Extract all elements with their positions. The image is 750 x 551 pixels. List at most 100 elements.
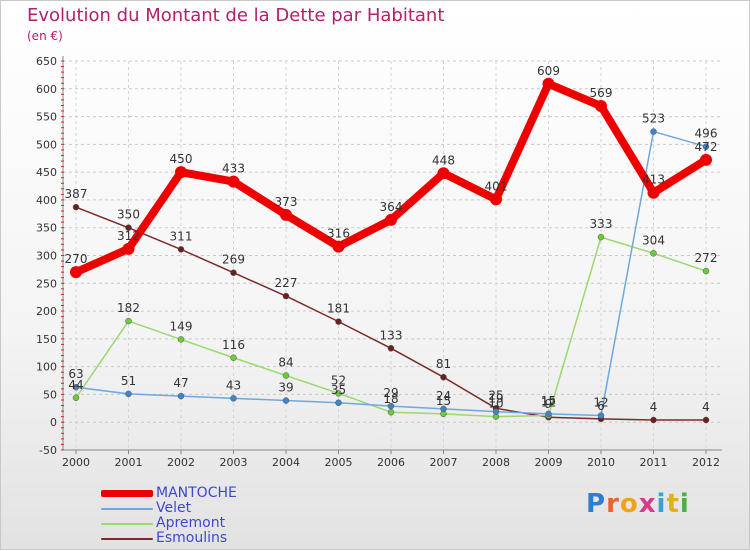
data-label: 52 bbox=[331, 373, 346, 387]
data-label: 450 bbox=[170, 152, 193, 166]
data-point bbox=[72, 203, 80, 211]
data-point bbox=[387, 402, 395, 410]
data-label: 84 bbox=[278, 356, 293, 370]
data-label: 433 bbox=[222, 162, 245, 176]
data-label: 133 bbox=[380, 328, 403, 342]
data-point bbox=[230, 395, 237, 402]
data-point bbox=[70, 266, 82, 279]
x-tick-label: 2005 bbox=[325, 456, 353, 469]
x-tick-label: 2012 bbox=[692, 456, 720, 469]
data-label: 304 bbox=[642, 233, 665, 247]
legend-item-mantoche: MANTOCHE bbox=[101, 486, 301, 501]
data-label: 25 bbox=[488, 388, 503, 402]
data-label: 18 bbox=[383, 392, 398, 406]
data-point bbox=[702, 416, 710, 424]
y-tick-label: 500 bbox=[36, 138, 57, 151]
data-label: 182 bbox=[117, 301, 140, 315]
data-point bbox=[650, 128, 657, 135]
data-label: 401 bbox=[485, 179, 508, 193]
data-point bbox=[545, 410, 552, 418]
data-point bbox=[280, 208, 292, 221]
data-point bbox=[335, 399, 342, 407]
data-label: 81 bbox=[436, 357, 451, 371]
data-point bbox=[175, 166, 187, 179]
data-point bbox=[595, 100, 607, 113]
y-tick-label: 150 bbox=[36, 333, 57, 346]
logo-letter: o bbox=[619, 489, 639, 519]
legend-label: Esmoulins bbox=[156, 530, 228, 546]
legend-swatch bbox=[101, 538, 153, 540]
legend-item-apremont: Apremont bbox=[101, 516, 301, 531]
data-label: 350 bbox=[117, 208, 140, 222]
x-tick-label: 2003 bbox=[220, 456, 248, 469]
y-tick-label: 200 bbox=[36, 305, 57, 318]
data-label: 39 bbox=[278, 381, 293, 395]
data-label: 12 bbox=[541, 396, 556, 410]
data-point bbox=[492, 408, 500, 415]
data-label: 181 bbox=[327, 302, 350, 316]
data-label: 35 bbox=[331, 383, 346, 397]
data-point bbox=[230, 354, 237, 362]
data-point bbox=[230, 269, 237, 276]
legend-label: MANTOCHE bbox=[156, 485, 237, 501]
data-label: 51 bbox=[121, 374, 136, 388]
data-point bbox=[125, 224, 132, 231]
data-label: 19 bbox=[488, 392, 503, 406]
data-point bbox=[387, 408, 395, 416]
data-point bbox=[335, 318, 342, 325]
data-label: 4 bbox=[650, 400, 658, 414]
data-label: 149 bbox=[170, 319, 193, 333]
x-tick-label: 2011 bbox=[640, 456, 668, 469]
logo-letter: x bbox=[638, 489, 657, 519]
legend-swatch bbox=[101, 490, 153, 497]
data-label: 12 bbox=[593, 396, 608, 410]
data-point bbox=[125, 390, 132, 398]
logo-letter: r bbox=[606, 489, 620, 519]
data-label: 312 bbox=[117, 229, 140, 243]
data-point bbox=[440, 373, 447, 381]
data-label: 413 bbox=[642, 173, 665, 187]
data-point bbox=[72, 394, 80, 402]
data-label: 47 bbox=[173, 376, 188, 390]
data-point bbox=[125, 317, 132, 325]
x-tick-label: 2000 bbox=[62, 456, 90, 469]
data-label: 496 bbox=[695, 127, 718, 141]
data-point bbox=[335, 390, 342, 397]
data-point bbox=[122, 242, 135, 255]
data-point bbox=[177, 246, 185, 253]
y-tick-label: 550 bbox=[36, 111, 57, 124]
data-point bbox=[387, 345, 395, 352]
data-label: 448 bbox=[432, 153, 455, 167]
data-label: 43 bbox=[226, 378, 241, 392]
y-tick-label: 50 bbox=[43, 388, 57, 401]
y-tick-label: 600 bbox=[36, 83, 57, 96]
data-label: 316 bbox=[327, 227, 350, 241]
x-tick-label: 2002 bbox=[167, 456, 195, 469]
data-point bbox=[227, 175, 240, 188]
data-label: 364 bbox=[380, 200, 403, 214]
y-tick-label: 250 bbox=[36, 277, 57, 290]
data-point bbox=[282, 372, 290, 379]
data-point bbox=[702, 267, 710, 275]
data-label: 4 bbox=[702, 400, 710, 414]
logo-letter: t bbox=[666, 489, 680, 519]
data-point bbox=[282, 397, 290, 404]
y-tick-label: 100 bbox=[36, 361, 57, 374]
x-tick-label: 2010 bbox=[587, 456, 615, 469]
data-label: 15 bbox=[541, 394, 556, 408]
chart-subtitle: (en €) bbox=[27, 29, 63, 43]
proxiti-logo: Proxiti bbox=[586, 489, 690, 519]
data-point bbox=[597, 412, 605, 419]
data-label: 10 bbox=[488, 397, 503, 411]
data-label: 569 bbox=[590, 86, 613, 100]
y-tick-label: -50 bbox=[39, 444, 57, 457]
data-point bbox=[177, 336, 185, 343]
x-tick-label: 2006 bbox=[377, 456, 405, 469]
data-point bbox=[700, 153, 712, 166]
data-label: 523 bbox=[642, 112, 665, 126]
data-label: 609 bbox=[537, 64, 560, 78]
data-point bbox=[72, 383, 80, 391]
data-label: 29 bbox=[383, 386, 398, 400]
data-label: 44 bbox=[68, 378, 83, 392]
